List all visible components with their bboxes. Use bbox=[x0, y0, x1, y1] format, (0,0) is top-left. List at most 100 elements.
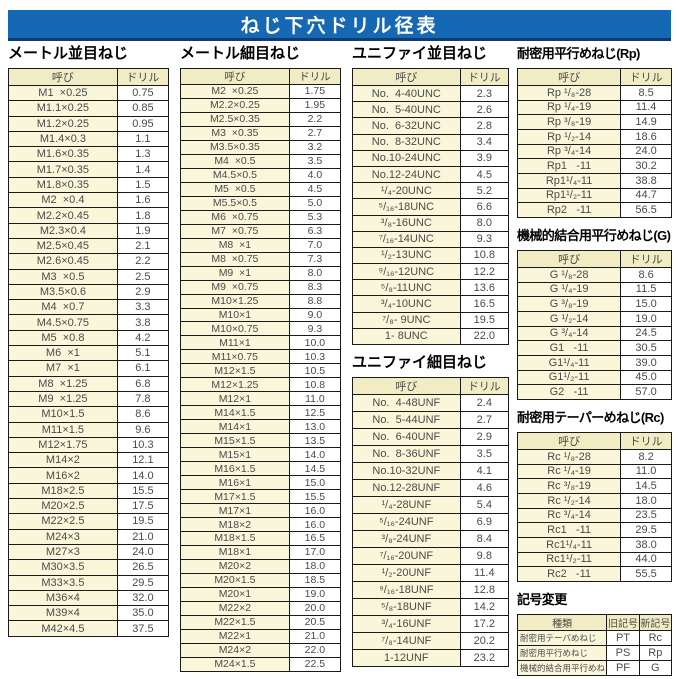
drill-diameter-cell: 4.1 bbox=[459, 462, 510, 480]
drill-diameter-cell: 1.1 bbox=[116, 130, 170, 148]
drill-diameter-cell: 9.8 bbox=[459, 547, 510, 565]
table-row: M18×2 16.0 bbox=[180, 517, 342, 532]
column-header-drill: ドリル bbox=[459, 377, 510, 395]
thread-size-cell: Rp1¹/₂-11 bbox=[516, 187, 622, 204]
thread-size-cell: M2.6×0.45 bbox=[8, 253, 118, 270]
drill-diameter-cell: 6.3 bbox=[288, 223, 342, 239]
title-bar: ねじ下穴ドリル径表 bbox=[8, 10, 671, 41]
drill-diameter-cell: 22.0 bbox=[459, 327, 510, 346]
thread-size-cell: M5.5×0.5 bbox=[180, 195, 290, 211]
drill-diameter-cell: 2.4 bbox=[459, 394, 510, 412]
drill-diameter-cell: 7.8 bbox=[116, 390, 170, 408]
table-row: Rp ¹/₈-28 8.5 bbox=[516, 85, 672, 101]
table-row: Rc1¹/₄-11 38.0 bbox=[516, 536, 672, 553]
thread-size-cell: ³/₄-16UNF bbox=[352, 615, 461, 633]
drill-diameter-cell: 38.0 bbox=[620, 536, 672, 553]
drill-diameter-cell: 17.2 bbox=[459, 615, 510, 633]
table-row: Rc ¹/₄-19 11.0 bbox=[516, 463, 672, 480]
drill-diameter-cell: 14.9 bbox=[620, 114, 672, 130]
column-header-drill: ドリル bbox=[620, 250, 672, 268]
thread-size-cell: ¹/₄-20UNC bbox=[352, 182, 461, 200]
table-row: M24×1.5 22.5 bbox=[180, 656, 342, 673]
drill-diameter-cell: 9.0 bbox=[288, 307, 342, 323]
thread-size-cell: 1-12UNF bbox=[352, 649, 461, 667]
table-row: M9 ×1.25 7.8 bbox=[8, 390, 170, 408]
drill-diameter-cell: 15.5 bbox=[116, 482, 170, 500]
table-row: ³/₈-16UNC 8.0 bbox=[352, 214, 510, 232]
drill-diameter-cell: 10.8 bbox=[288, 377, 342, 393]
old-symbol-cell: PT bbox=[606, 630, 640, 646]
table-row: ⁵/₈-18UNF 14.2 bbox=[352, 598, 510, 616]
drill-diameter-cell: 2.6 bbox=[459, 101, 510, 119]
thread-size-cell: No. 6-40UNF bbox=[352, 428, 461, 446]
table-row: M1.4×0.3 1.1 bbox=[8, 130, 170, 148]
thread-size-cell: ⁵/₈-11UNC bbox=[352, 279, 461, 297]
table-row: M12×1.25 10.8 bbox=[180, 377, 342, 393]
column-header-drill: ドリル bbox=[288, 68, 342, 85]
table-row: M10×0.75 9.3 bbox=[180, 321, 342, 337]
drill-diameter-cell: 22.5 bbox=[288, 656, 342, 673]
thread-size-cell: Rc ¹/₄-19 bbox=[516, 463, 622, 480]
drill-diameter-cell: 14.2 bbox=[459, 598, 510, 616]
table-row: ³/₄-16UNF 17.2 bbox=[352, 615, 510, 633]
thread-kind-cell: 耐密用テーパめねじ bbox=[516, 630, 608, 646]
thread-kind-cell: 耐密用平行めねじ bbox=[516, 645, 608, 661]
table-row: 1- 8UNC 22.0 bbox=[352, 327, 510, 346]
thread-size-cell: Rc1¹/₂-11 bbox=[516, 551, 622, 568]
table-row: M17×1 16.0 bbox=[180, 503, 342, 519]
table-row: Rc ³/₈-19 14.5 bbox=[516, 478, 672, 494]
table-row: M16×1 15.0 bbox=[180, 475, 342, 491]
drill-diameter-cell: 9.3 bbox=[288, 321, 342, 337]
drill-diameter-cell: 3.5 bbox=[459, 445, 510, 463]
drill-diameter-cell: 0.85 bbox=[116, 100, 170, 117]
thread-size-cell: M9 ×1 bbox=[180, 265, 290, 281]
thread-size-cell: M3.5×0.6 bbox=[8, 283, 118, 301]
thread-size-cell: G2 -11 bbox=[516, 384, 622, 400]
table-row: ⁹/₁₆-18UNF 12.8 bbox=[352, 581, 510, 599]
unified-coarse-table: 呼び ドリル No. 4-40UNC 2.3 No. 5-40UNC 2.6 N… bbox=[352, 68, 510, 346]
table-row: M12×1.75 10.3 bbox=[8, 436, 170, 454]
section-title: ユニファイ細目ねじ bbox=[352, 354, 488, 371]
drill-diameter-cell: 30.5 bbox=[620, 340, 672, 356]
drill-diameter-cell: 12.2 bbox=[459, 263, 510, 281]
thread-size-cell: M22×2 bbox=[180, 600, 290, 616]
drill-diameter-cell: 2.2 bbox=[288, 111, 342, 127]
table-row: M7 ×1 6.1 bbox=[8, 360, 170, 377]
column-header-kind: 種類 bbox=[516, 614, 608, 631]
table-row: Rc1¹/₂-11 44.0 bbox=[516, 551, 672, 568]
drill-diameter-cell: 1.3 bbox=[116, 146, 170, 163]
thread-size-cell: No. 5-40UNC bbox=[352, 101, 461, 119]
column-header-name: 呼び bbox=[352, 377, 461, 395]
column-header-drill: ドリル bbox=[620, 432, 672, 450]
thread-size-cell: G ¹/₄-19 bbox=[516, 281, 622, 298]
table-row: M2.3×0.4 1.9 bbox=[8, 222, 170, 239]
table-row: M18×2.5 15.5 bbox=[8, 482, 170, 500]
drill-diameter-cell: 24.0 bbox=[620, 143, 672, 160]
column-metric-coarse: メートル並目ねじ 呼び ドリル M1 ×0.25 0.75 M1.1×0.25 … bbox=[8, 44, 170, 637]
thread-size-cell: M16×1.5 bbox=[180, 461, 290, 477]
thread-size-cell: Rc1 -11 bbox=[516, 522, 622, 538]
drill-diameter-cell: 2.8 bbox=[459, 117, 510, 135]
thread-size-cell: No. 4-48UNF bbox=[352, 394, 461, 412]
table-row: G ³/₄-14 24.5 bbox=[516, 325, 672, 342]
thread-size-cell: M24×2 bbox=[180, 642, 290, 658]
thread-size-cell: M8 ×1 bbox=[180, 237, 290, 253]
table-row: M42×4.5 37.5 bbox=[8, 620, 170, 637]
thread-size-cell: ⁵/₈-18UNF bbox=[352, 598, 461, 616]
drill-diameter-cell: 17.5 bbox=[116, 498, 170, 515]
table-row: M4 ×0.7 3.3 bbox=[8, 299, 170, 316]
thread-size-cell: M30×3.5 bbox=[8, 559, 118, 576]
thread-size-cell: M4.5×0.75 bbox=[8, 314, 118, 331]
table-row: G1¹/₂-11 45.0 bbox=[516, 369, 672, 386]
table-row: Rp2 -11 56.5 bbox=[516, 202, 672, 218]
drill-diameter-cell: 18.0 bbox=[288, 558, 342, 574]
column-header-name: 呼び bbox=[516, 432, 622, 450]
table-row: M8 ×1.25 6.8 bbox=[8, 375, 170, 392]
thread-size-cell: M22×2.5 bbox=[8, 513, 118, 530]
drill-diameter-cell: 4.0 bbox=[288, 167, 342, 183]
drill-diameter-cell: 4.5 bbox=[459, 165, 510, 184]
column-unified: ユニファイ並目ねじ 呼び ドリル No. 4-40UNC 2.3 No. 5-4… bbox=[352, 44, 510, 667]
section-title: メートル細目ねじ bbox=[180, 45, 301, 62]
thread-size-cell: ⁹/₁₆-18UNF bbox=[352, 581, 461, 599]
drill-diameter-cell: 5.1 bbox=[116, 345, 170, 362]
